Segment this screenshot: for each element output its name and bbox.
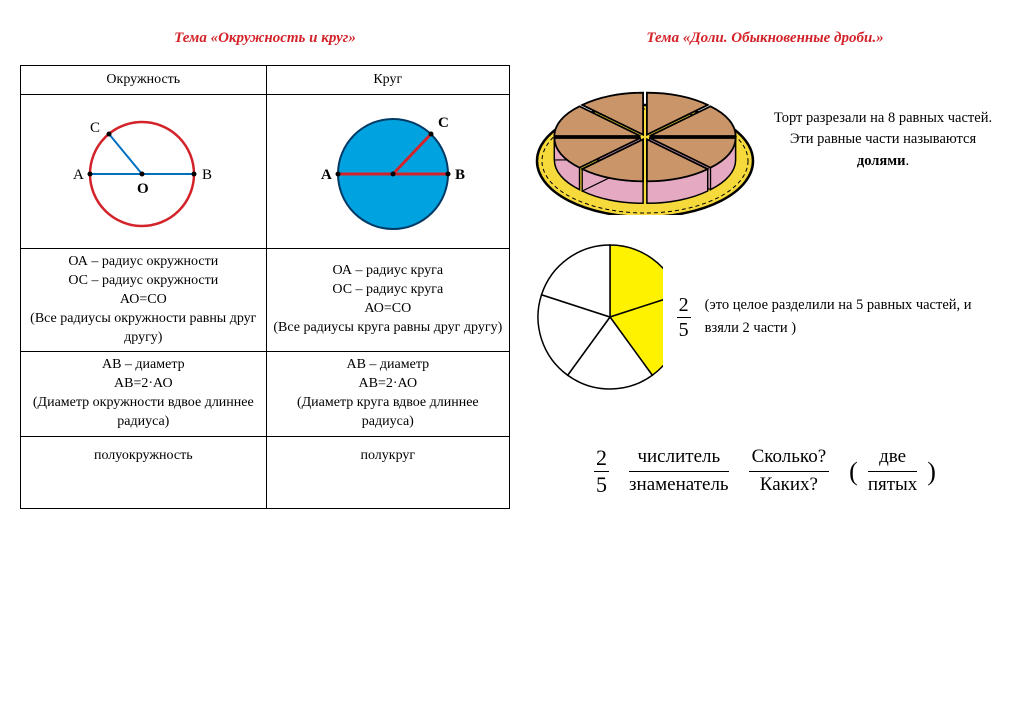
- circle-filled-diagram: A B C: [273, 99, 503, 244]
- w3-bot: пятых: [868, 472, 917, 496]
- geometry-table: Окружность Круг A B C: [20, 65, 510, 509]
- header-circle-outline: Окружность: [21, 66, 267, 95]
- label-o: O: [137, 181, 149, 197]
- expl-word-2: Сколько? Каких?: [749, 447, 830, 496]
- cake-icon: [530, 65, 760, 215]
- label-b2: B: [455, 167, 465, 183]
- expl-num: 2: [594, 447, 609, 472]
- radius-desc-2: ОА – радиус круга ОС – радиус круга АО=С…: [266, 249, 509, 352]
- close-paren: ): [927, 457, 936, 487]
- radius-desc-1: ОА – радиус окружности ОС – радиус окруж…: [21, 249, 267, 352]
- label-a: A: [73, 167, 84, 183]
- cake-bold-word: долями: [857, 153, 906, 169]
- cake-section: Торт разрезали на 8 равных частей. Эти р…: [530, 65, 1000, 215]
- diameter-row: АВ – диаметр АВ=2·АО (Диаметр окружности…: [21, 352, 510, 437]
- cake-text: Торт разрезали на 8 равных частей. Эти р…: [766, 108, 1000, 171]
- diameter-desc-1: АВ – диаметр АВ=2·АО (Диаметр окружности…: [21, 352, 267, 437]
- pie-diagram: [530, 237, 663, 397]
- radius-row: ОА – радиус окружности ОС – радиус окруж…: [21, 249, 510, 352]
- expl-den: 5: [594, 472, 609, 496]
- pie-frac-num: 2: [677, 295, 691, 318]
- pie-fraction: 2 5: [677, 295, 691, 340]
- diagram-row: A B C O A: [21, 95, 510, 249]
- half-desc-1: полуокружность: [21, 437, 267, 509]
- w3-top: две: [868, 447, 917, 472]
- half-desc-2: полукруг: [266, 437, 509, 509]
- expl-word-3: две пятых: [868, 447, 917, 496]
- circle-outline-diagram: A B C O: [27, 99, 257, 244]
- left-topic-title: Тема «Окружность и круг»: [20, 30, 510, 47]
- circle-filled-cell: A B C: [266, 95, 509, 249]
- expl-word-1: числитель знаменатель: [629, 447, 729, 496]
- expl-fraction: 2 5: [594, 447, 609, 496]
- label-c: C: [90, 120, 100, 136]
- right-column: Тема «Доли. Обыкновенные дроби.» Торт ра…: [530, 30, 1000, 509]
- label-a2: A: [321, 167, 332, 183]
- label-b: B: [202, 167, 212, 183]
- pie-section: 2 5 (это целое разделили на 5 равных час…: [530, 237, 1000, 397]
- header-circle-filled: Круг: [266, 66, 509, 95]
- pie-frac-den: 5: [677, 318, 691, 340]
- w2-bot: Каких?: [749, 472, 830, 496]
- pie-text: (это целое разделили на 5 равных частей,…: [705, 294, 1000, 340]
- cake-text-before: Торт разрезали на 8 равных частей. Эти р…: [774, 110, 992, 147]
- diameter-desc-2: АВ – диаметр АВ=2·АО (Диаметр круга вдво…: [266, 352, 509, 437]
- w1-top: числитель: [629, 447, 729, 472]
- w2-top: Сколько?: [749, 447, 830, 472]
- label-c2: C: [438, 115, 449, 131]
- w1-bot: знаменатель: [629, 472, 729, 496]
- fraction-explain-row: 2 5 числитель знаменатель Сколько? Каких…: [530, 447, 1000, 496]
- circle-outline-cell: A B C O: [21, 95, 267, 249]
- left-column: Тема «Окружность и круг» Окружность Круг: [20, 30, 510, 509]
- right-topic-title: Тема «Доли. Обыкновенные дроби.»: [530, 30, 1000, 47]
- half-row: полуокружность полукруг: [21, 437, 510, 509]
- table-header-row: Окружность Круг: [21, 66, 510, 95]
- open-paren: (: [849, 457, 858, 487]
- cake-text-after: .: [905, 153, 909, 169]
